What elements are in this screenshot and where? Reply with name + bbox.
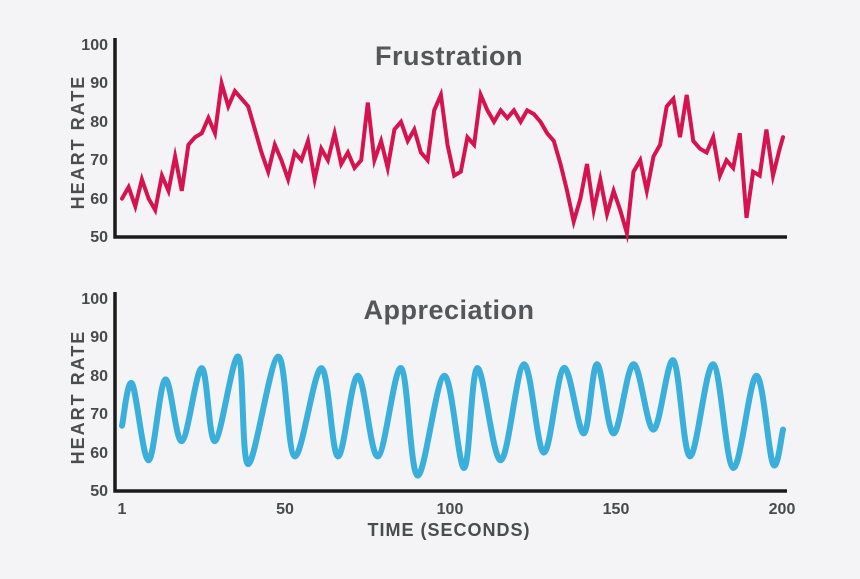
- frustration-ytick-90: 90: [90, 75, 108, 92]
- appreciation-ytick-60: 60: [90, 445, 108, 462]
- appreciation-ytick-50: 50: [90, 483, 108, 500]
- appreciation-ytick-100: 100: [81, 291, 108, 308]
- frustration-ytick-60: 60: [90, 191, 108, 208]
- xtick-1: 1: [117, 501, 127, 518]
- frustration-line-plot: [113, 38, 787, 244]
- xtick-100: 100: [436, 501, 464, 518]
- frustration-ytick-100: 100: [81, 37, 108, 54]
- appreciation-ytick-80: 80: [90, 368, 108, 385]
- frustration-title: Frustration: [374, 41, 523, 71]
- appreciation-ytick-90: 90: [90, 329, 108, 346]
- appreciation-line-plot: [113, 292, 787, 493]
- appreciation-line: [119, 353, 786, 479]
- frustration-ytick-50: 50: [90, 229, 108, 246]
- xtick-50: 50: [276, 501, 294, 518]
- appreciation-axes: [113, 292, 787, 493]
- frustration-axes: [113, 38, 787, 239]
- appreciation-ytick-70: 70: [90, 406, 108, 423]
- x-axis-label: TIME (SECONDS): [367, 520, 531, 540]
- frustration-ytick-80: 80: [90, 114, 108, 131]
- xtick-200: 200: [768, 501, 796, 518]
- xtick-150: 150: [602, 501, 630, 518]
- appreciation-title: Appreciation: [363, 295, 535, 325]
- frustration-ytick-70: 70: [90, 152, 108, 169]
- frustration-line: [120, 73, 785, 244]
